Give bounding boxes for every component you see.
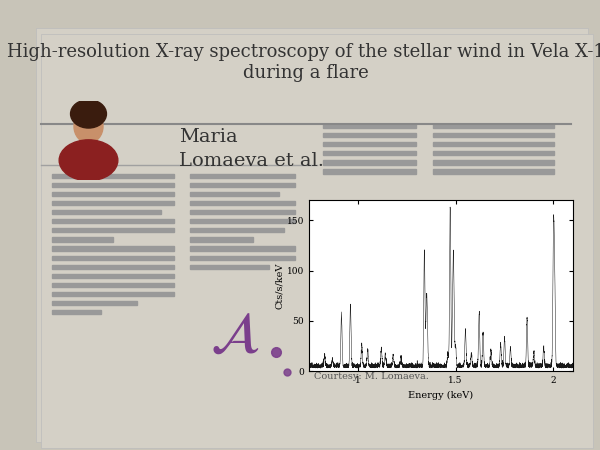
Bar — [190, 265, 269, 269]
Bar — [190, 247, 295, 251]
Bar — [52, 201, 173, 205]
Text: Courtesy: M. Lomaeva.: Courtesy: M. Lomaeva. — [314, 372, 429, 381]
Bar — [52, 247, 173, 251]
Bar — [52, 265, 173, 269]
Bar — [190, 256, 295, 260]
Bar — [52, 192, 173, 196]
Circle shape — [74, 110, 103, 143]
Text: $\mathcal{A}$: $\mathcal{A}$ — [209, 306, 259, 364]
Bar — [323, 124, 416, 128]
Bar — [323, 170, 416, 174]
Ellipse shape — [59, 140, 118, 181]
Bar — [323, 142, 416, 146]
Bar — [433, 170, 554, 174]
Bar — [433, 133, 554, 137]
Bar — [323, 160, 416, 165]
Bar — [52, 174, 173, 178]
Bar — [190, 237, 253, 242]
Bar — [52, 256, 173, 260]
Bar — [52, 310, 101, 315]
Text: Maria
Lomaeva et al.: Maria Lomaeva et al. — [179, 128, 324, 170]
Bar — [433, 124, 554, 128]
Bar — [323, 151, 416, 155]
Bar — [52, 274, 173, 278]
X-axis label: Energy (keV): Energy (keV) — [409, 391, 473, 400]
Bar — [190, 183, 295, 187]
Bar — [52, 228, 173, 232]
Bar — [190, 219, 295, 223]
Bar — [52, 219, 173, 223]
Bar — [52, 183, 173, 187]
Bar — [52, 283, 173, 287]
Y-axis label: Cts/s/keV: Cts/s/keV — [275, 262, 284, 309]
Bar — [433, 151, 554, 155]
Bar — [190, 174, 295, 178]
Bar — [190, 228, 284, 232]
Text: High-resolution X-ray spectroscopy of the stellar wind in Vela X-1
during a flar: High-resolution X-ray spectroscopy of th… — [7, 43, 600, 82]
Bar — [190, 192, 279, 196]
Bar — [52, 301, 137, 305]
Bar — [190, 201, 295, 205]
Bar — [433, 142, 554, 146]
Ellipse shape — [71, 100, 106, 128]
Bar — [52, 210, 161, 214]
Bar — [323, 133, 416, 137]
Bar — [433, 160, 554, 165]
Bar — [52, 292, 173, 296]
Bar — [190, 210, 295, 214]
Bar — [52, 237, 113, 242]
